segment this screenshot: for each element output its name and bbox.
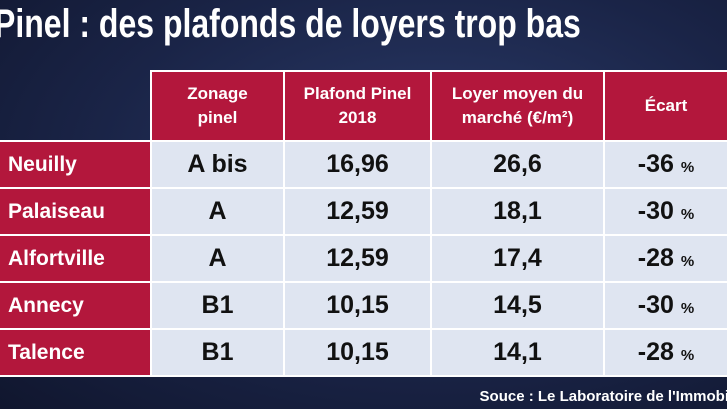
row: Alfortville A 12,59 17,4 -28 %	[0, 234, 727, 283]
plafond-cell: 10,15	[283, 328, 432, 377]
plafond-cell: 10,15	[283, 281, 432, 330]
row: Palaiseau A 12,59 18,1 -30 %	[0, 187, 727, 236]
header-text: Zonage pinel	[187, 84, 248, 127]
row: Annecy B1 10,15 14,5 -30 %	[0, 281, 727, 330]
ecart-cell: -30 %	[603, 187, 727, 236]
header-text: Écart	[644, 96, 688, 115]
ecart-value: -28	[637, 244, 674, 272]
ecart-value: -28	[637, 338, 674, 366]
ecart-cell: -28 %	[603, 328, 727, 377]
header-text: Loyer moyen du marché (€/m²)	[451, 84, 584, 127]
zone-cell: B1	[150, 328, 285, 377]
zone-cell: A	[150, 187, 285, 236]
title: Pinel : des plafonds de loyers trop bas	[0, 2, 581, 46]
ecart-unit: %	[680, 159, 695, 176]
column-header: Plafond Pinel 2018	[283, 70, 432, 142]
column-header: Écart	[603, 70, 727, 142]
ecart-value: -30	[637, 197, 674, 225]
column-header: Loyer moyen du marché (€/m²)	[430, 70, 605, 142]
plafond-cell: 16,96	[283, 140, 432, 189]
header-row: Zonage pinel Plafond Pinel 2018 Loyer mo…	[0, 70, 727, 142]
zone-cell: B1	[150, 281, 285, 330]
ecart-value: -30	[637, 291, 674, 319]
blank-cell	[0, 71, 151, 141]
ecart-cell: -30 %	[603, 281, 727, 330]
ecart-unit: %	[680, 347, 695, 364]
column-header: Zonage pinel	[150, 70, 285, 142]
city-cell: Annecy	[0, 281, 152, 330]
city-cell: Neuilly	[0, 140, 152, 189]
plafond-cell: 12,59	[283, 187, 432, 236]
city-cell: Palaiseau	[0, 187, 152, 236]
table: Zonage pinel Plafond Pinel 2018 Loyer mo…	[0, 70, 727, 377]
row: Neuilly A bis 16,96 26,6 -36 %	[0, 140, 727, 189]
zone-cell: A	[150, 234, 285, 283]
loyer-cell: 14,1	[430, 328, 605, 377]
source: Souce : Le Laboratoire de l'Immobi	[479, 388, 727, 405]
row: Talence B1 10,15 14,1 -28 %	[0, 328, 727, 377]
city-cell: Alfortville	[0, 234, 152, 283]
city-cell: Talence	[0, 328, 152, 377]
ecart-unit: %	[680, 300, 695, 317]
loyer-cell: 14,5	[430, 281, 605, 330]
loyer-cell: 17,4	[430, 234, 605, 283]
loyer-cell: 26,6	[430, 140, 605, 189]
zone-cell: A bis	[150, 140, 285, 189]
ecart-cell: -28 %	[603, 234, 727, 283]
loyer-cell: 18,1	[430, 187, 605, 236]
ecart-cell: -36 %	[603, 140, 727, 189]
ecart-unit: %	[680, 206, 695, 223]
ecart-unit: %	[680, 253, 695, 270]
header-text: Plafond Pinel 2018	[303, 84, 412, 127]
plafond-cell: 12,59	[283, 234, 432, 283]
ecart-value: -36	[637, 150, 674, 178]
